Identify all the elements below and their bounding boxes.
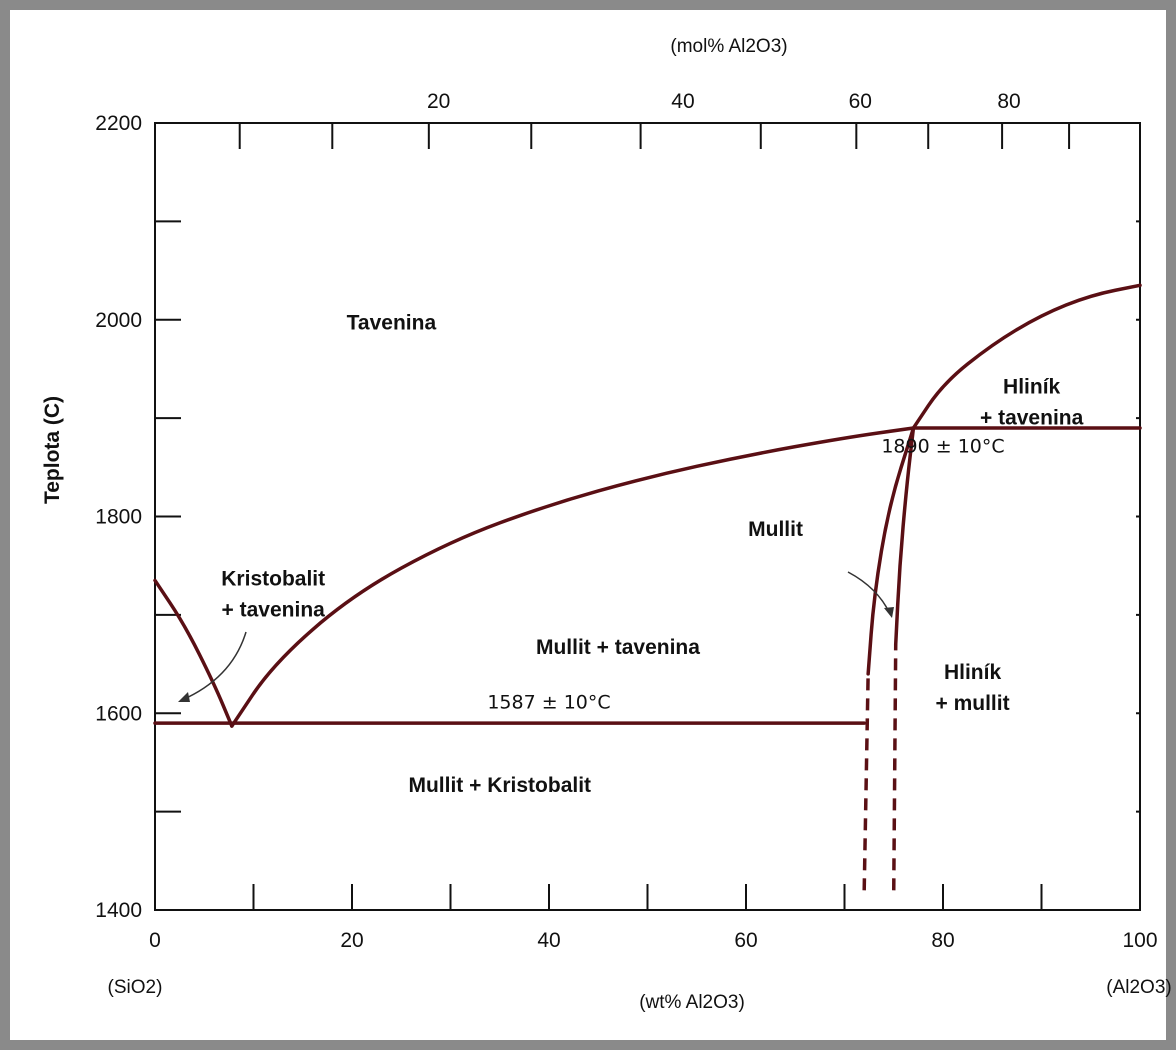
x2-tick-label: 80 <box>997 90 1020 113</box>
y-tick-label: 1600 <box>95 702 142 725</box>
x-tick-label: 0 <box>149 929 161 952</box>
mullit-arrow <box>848 572 890 614</box>
left-end-label: (SiO2) <box>108 977 163 998</box>
axis-ticks <box>155 123 1140 910</box>
y-tick-label: 2200 <box>95 112 142 135</box>
region-label: Mullit + Kristobalit <box>408 774 591 797</box>
mullit-arrowhead <box>884 607 894 618</box>
phase-boundary-8 <box>894 644 896 890</box>
region-label-line2: + mullit <box>935 692 1009 715</box>
region-label-line2: + tavenina <box>980 407 1084 430</box>
annotations: 1587 ± 10°C 1890 ± 10°C <box>487 436 1004 714</box>
x-tick-label: 20 <box>340 929 363 952</box>
x2-tick-label: 40 <box>671 90 694 113</box>
phase-boundary-1 <box>232 428 914 726</box>
region-label-line2: + tavenina <box>222 598 326 621</box>
phase-diagram: 0 20 40 60 80 100 20 40 60 80 1400 1600 1800 2000 2200… <box>10 10 1176 1060</box>
region-label: Tavenina <box>347 312 437 335</box>
right-end-label: (Al2O3) <box>1106 977 1171 998</box>
tick-labels: 0 20 40 60 80 100 20 40 60 80 1400 1600 1800 2000 2200 <box>95 90 1157 952</box>
phase-boundary-5 <box>868 428 913 674</box>
x2-tick-label: 20 <box>427 90 450 113</box>
kristobalit-arrowhead <box>178 692 190 702</box>
region-label: Mullit <box>748 518 803 541</box>
x-axis-title: (wt% Al2O3) <box>639 992 745 1013</box>
region-label: Hliník <box>1003 376 1060 399</box>
y-tick-label: 1400 <box>95 899 142 922</box>
y-tick-label: 2000 <box>95 309 142 332</box>
region-label: Hliník <box>944 661 1001 684</box>
y-tick-label: 1800 <box>95 506 142 529</box>
plot-area <box>155 123 1140 910</box>
x-tick-label: 60 <box>734 929 757 952</box>
x-tick-label: 80 <box>931 929 954 952</box>
region-label: Kristobalit <box>221 567 325 590</box>
x2-tick-label: 60 <box>849 90 872 113</box>
y-axis-title: Teplota (C) <box>41 396 64 504</box>
x2-axis-title: (mol% Al2O3) <box>670 36 787 57</box>
eutectic-annotation: 1587 ± 10°C <box>487 691 610 713</box>
eutectic-annotation: 1890 ± 10°C <box>881 436 1004 458</box>
x-tick-label: 40 <box>537 929 560 952</box>
phase-boundary-7 <box>864 674 868 890</box>
x-tick-label: 100 <box>1122 929 1157 952</box>
phase-boundary-0 <box>155 580 232 726</box>
region-label: Mullit + tavenina <box>536 636 700 659</box>
